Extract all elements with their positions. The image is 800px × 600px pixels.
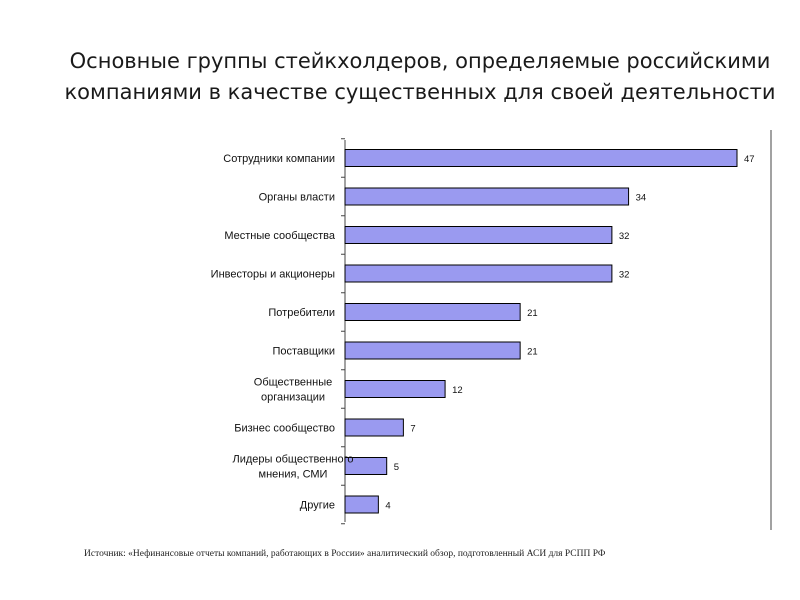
category-label: Лидеры общественного bbox=[233, 454, 354, 466]
bar bbox=[344, 149, 738, 167]
bar bbox=[344, 226, 613, 244]
title-line-1: Основные группы стейкхолдеров, определяе… bbox=[69, 49, 771, 73]
slide-title: Основные группы стейкхолдеров, определяе… bbox=[60, 46, 780, 108]
category-label: Поставщики bbox=[272, 346, 335, 358]
bar bbox=[344, 495, 379, 514]
category-label: Общественные bbox=[254, 377, 332, 389]
category-label: мнения, СМИ bbox=[259, 469, 328, 481]
value-label: 34 bbox=[636, 193, 647, 204]
value-label: 7 bbox=[410, 424, 415, 435]
value-label: 12 bbox=[452, 385, 463, 396]
category-label: Местные сообщества bbox=[224, 230, 336, 242]
value-label: 4 bbox=[385, 501, 390, 512]
value-label: 21 bbox=[527, 347, 538, 358]
value-label: 32 bbox=[619, 270, 630, 281]
value-label: 5 bbox=[394, 462, 399, 473]
category-label: Инвесторы и акционеры bbox=[211, 269, 335, 281]
bar bbox=[344, 341, 521, 360]
bar bbox=[344, 457, 388, 475]
category-label: организации bbox=[261, 392, 325, 404]
category-label: Потребители bbox=[268, 307, 335, 319]
bar bbox=[344, 303, 521, 321]
bar bbox=[344, 187, 630, 206]
title-line-2: компаниями в качестве существенных для с… bbox=[64, 80, 776, 104]
category-label: Сотрудники компании bbox=[223, 153, 335, 165]
category-label: Другие bbox=[300, 500, 335, 512]
category-label: Бизнес сообщество bbox=[234, 423, 335, 435]
value-label: 47 bbox=[744, 154, 755, 165]
bar bbox=[344, 418, 404, 437]
bar bbox=[344, 264, 613, 283]
category-label: Органы власти bbox=[259, 192, 335, 204]
value-label: 21 bbox=[527, 308, 538, 319]
value-label: 32 bbox=[619, 231, 630, 242]
bar bbox=[344, 380, 446, 398]
source-note: Источник: «Нефинансовые отчеты компаний,… bbox=[84, 549, 606, 559]
